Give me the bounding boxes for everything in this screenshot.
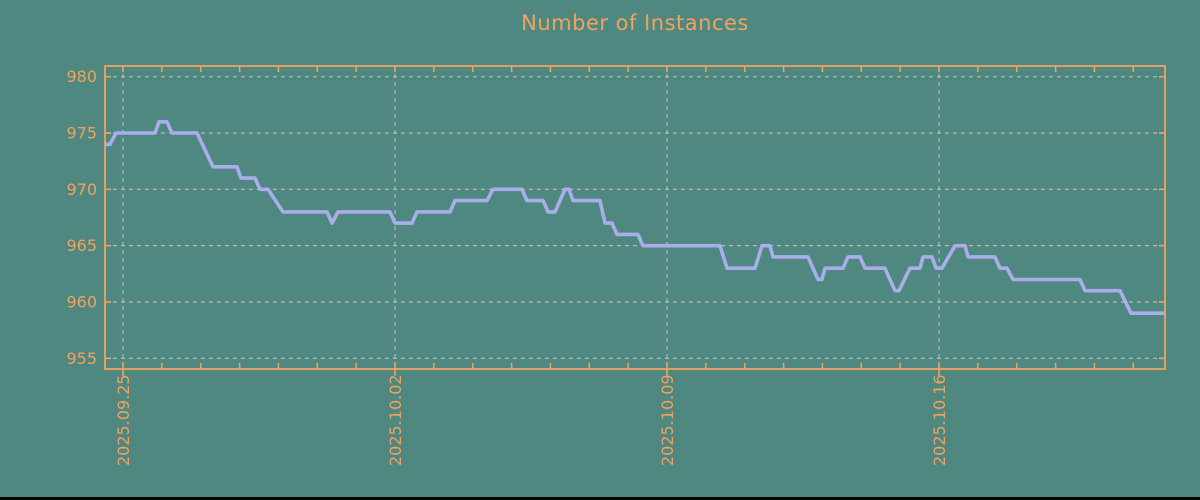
y-tick-label: 960 xyxy=(66,292,97,311)
y-tick-label: 980 xyxy=(66,67,97,86)
instances-line xyxy=(105,120,1165,316)
plot-frame xyxy=(104,65,1166,370)
series-layer xyxy=(105,120,1165,316)
bottom-black-bar xyxy=(0,497,1200,500)
x-tick-label: 2025.10.16 xyxy=(930,374,949,466)
tick-layer xyxy=(105,66,1165,376)
y-tick-label: 965 xyxy=(66,236,97,255)
axis-labels: 980 975 970 965 960 955 2025.09.25 2025.10.02 20… xyxy=(66,67,949,466)
axes-frame xyxy=(104,65,1166,370)
x-tick-label: 2025.10.09 xyxy=(658,374,677,466)
grid-layer xyxy=(105,66,1165,369)
y-tick-label: 955 xyxy=(66,349,97,368)
y-tick-label: 975 xyxy=(66,124,97,143)
y-tick-label: 970 xyxy=(66,180,97,199)
x-tick-label: 2025.10.02 xyxy=(386,374,405,466)
chart-title: Number of Instances xyxy=(521,11,749,35)
x-tick-label: 2025.09.25 xyxy=(114,374,133,466)
